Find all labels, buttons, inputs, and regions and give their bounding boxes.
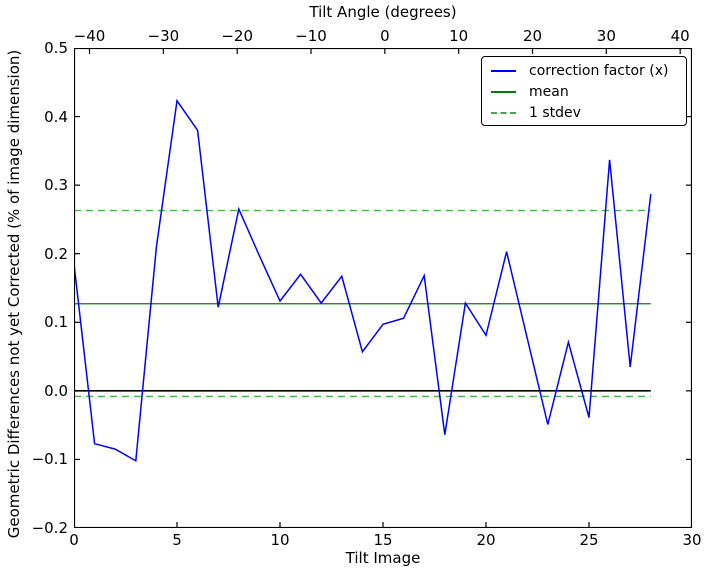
plot-frame [74, 48, 692, 528]
legend-line-sample-green-dashed [491, 111, 516, 114]
y-tick-label: 0.2 [44, 244, 68, 263]
x-tick-label: 30 [682, 531, 702, 549]
x-tick-label: 10 [270, 531, 290, 549]
top-tick-label: 40 [670, 27, 690, 45]
legend-label: 1 stdev [529, 104, 581, 121]
x-tick-label: 5 [172, 531, 182, 549]
y-tick-label: −0.1 [31, 450, 68, 469]
top-tick-label: −30 [147, 27, 180, 45]
top-tick-label: 20 [522, 27, 543, 45]
top-tick-label: 0 [380, 27, 390, 45]
legend-line-sample-green-solid [491, 90, 516, 93]
legend-label: correction factor (x) [529, 62, 669, 79]
legend-item-mean: mean [491, 81, 686, 102]
x-tick-label: 20 [476, 531, 496, 549]
data-series-line [74, 98, 652, 463]
y-tick-label: 0.3 [44, 176, 68, 195]
x-axis-label: Tilt Image [345, 549, 421, 567]
legend-item-correction-factor: correction factor (x) [491, 60, 686, 81]
legend: correction factor (x) mean 1 stdev [481, 56, 687, 126]
legend-line-sample-blue [491, 69, 516, 72]
top-tick-label: −20 [221, 27, 253, 45]
top-tick-label: 10 [449, 27, 469, 45]
y-tick-label: 0.1 [44, 313, 68, 332]
y-tick-label: 0.5 [44, 39, 68, 57]
x-tick-label: 0 [69, 531, 79, 549]
y-tick-label: 0.4 [44, 107, 68, 126]
legend-item-stdev: 1 stdev [491, 102, 686, 123]
plot-area [74, 48, 692, 528]
legend-label: mean [529, 83, 569, 100]
top-tick-label: −40 [73, 27, 106, 45]
top-axis-title: Tilt Angle (degrees) [309, 3, 457, 21]
y-tick-label: −0.2 [31, 519, 68, 537]
y-tick-label: 0.0 [44, 381, 68, 400]
x-tick-label: 15 [373, 531, 393, 549]
x-tick-label: 25 [579, 531, 599, 549]
top-tick-label: 30 [596, 27, 616, 45]
top-tick-label: −10 [295, 27, 327, 45]
